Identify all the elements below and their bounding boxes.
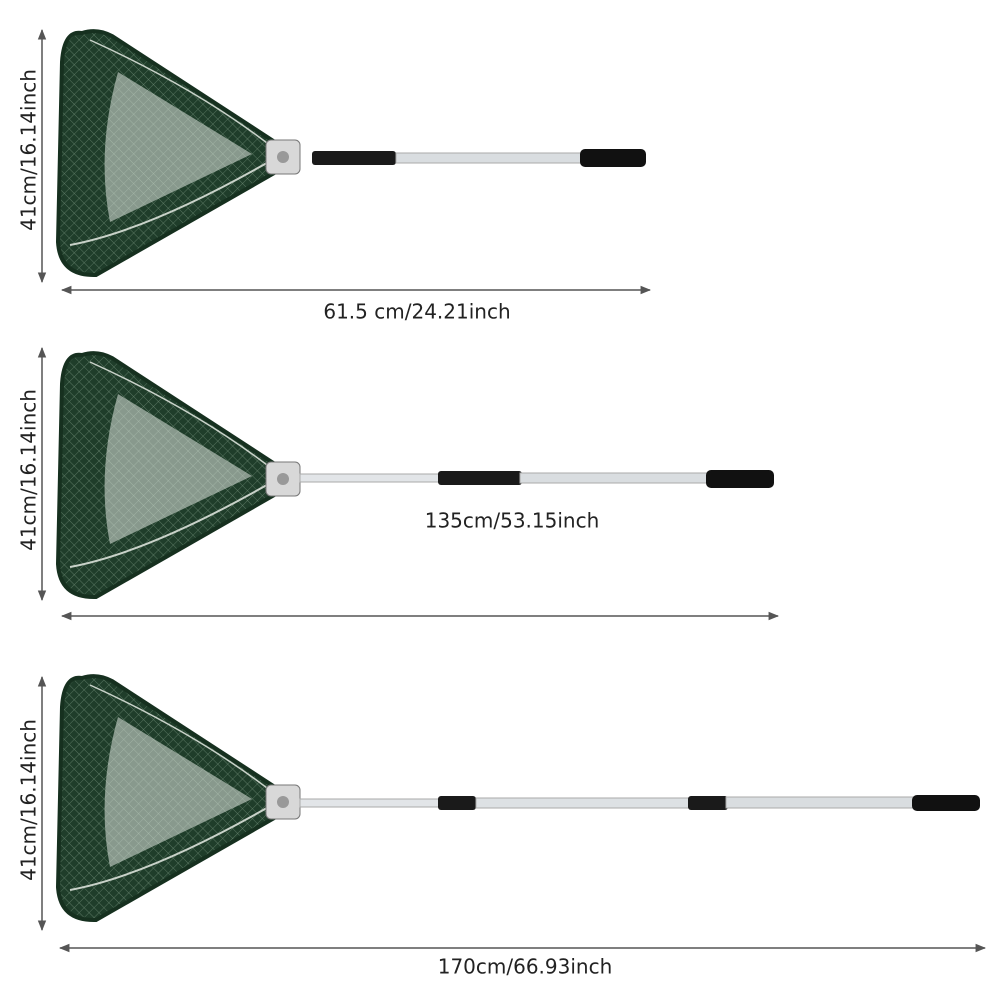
pole-joint xyxy=(312,151,396,165)
pole xyxy=(395,152,583,164)
net-head xyxy=(56,29,302,278)
net-head xyxy=(56,351,302,600)
panel-extended: 41cm/16.14inch 170cm/66.93inch xyxy=(17,674,987,979)
pole-joint xyxy=(438,796,476,810)
panel-medium: 41cm/16.14inch 135cm/53.15inch xyxy=(17,346,780,621)
net-head xyxy=(56,674,302,923)
height-label: 41cm/16.14inch xyxy=(17,719,41,881)
grip xyxy=(912,795,980,811)
length-label: 170cm/66.93inch xyxy=(438,955,613,979)
pole xyxy=(725,796,915,809)
grip xyxy=(706,470,774,488)
pole xyxy=(475,797,691,809)
pole-joint xyxy=(438,471,522,485)
grip xyxy=(580,149,646,167)
height-label: 41cm/16.14inch xyxy=(17,69,41,231)
pole xyxy=(519,472,709,484)
pole xyxy=(299,473,441,483)
panel-collapsed: 41cm/16.14inch 61.5 cm/24.21inch xyxy=(17,28,652,324)
pole xyxy=(299,798,441,808)
length-label: 135cm/53.15inch xyxy=(425,509,600,533)
height-label: 41cm/16.14inch xyxy=(17,389,41,551)
length-label: 61.5 cm/24.21inch xyxy=(323,300,510,324)
pole-joint xyxy=(688,796,728,810)
